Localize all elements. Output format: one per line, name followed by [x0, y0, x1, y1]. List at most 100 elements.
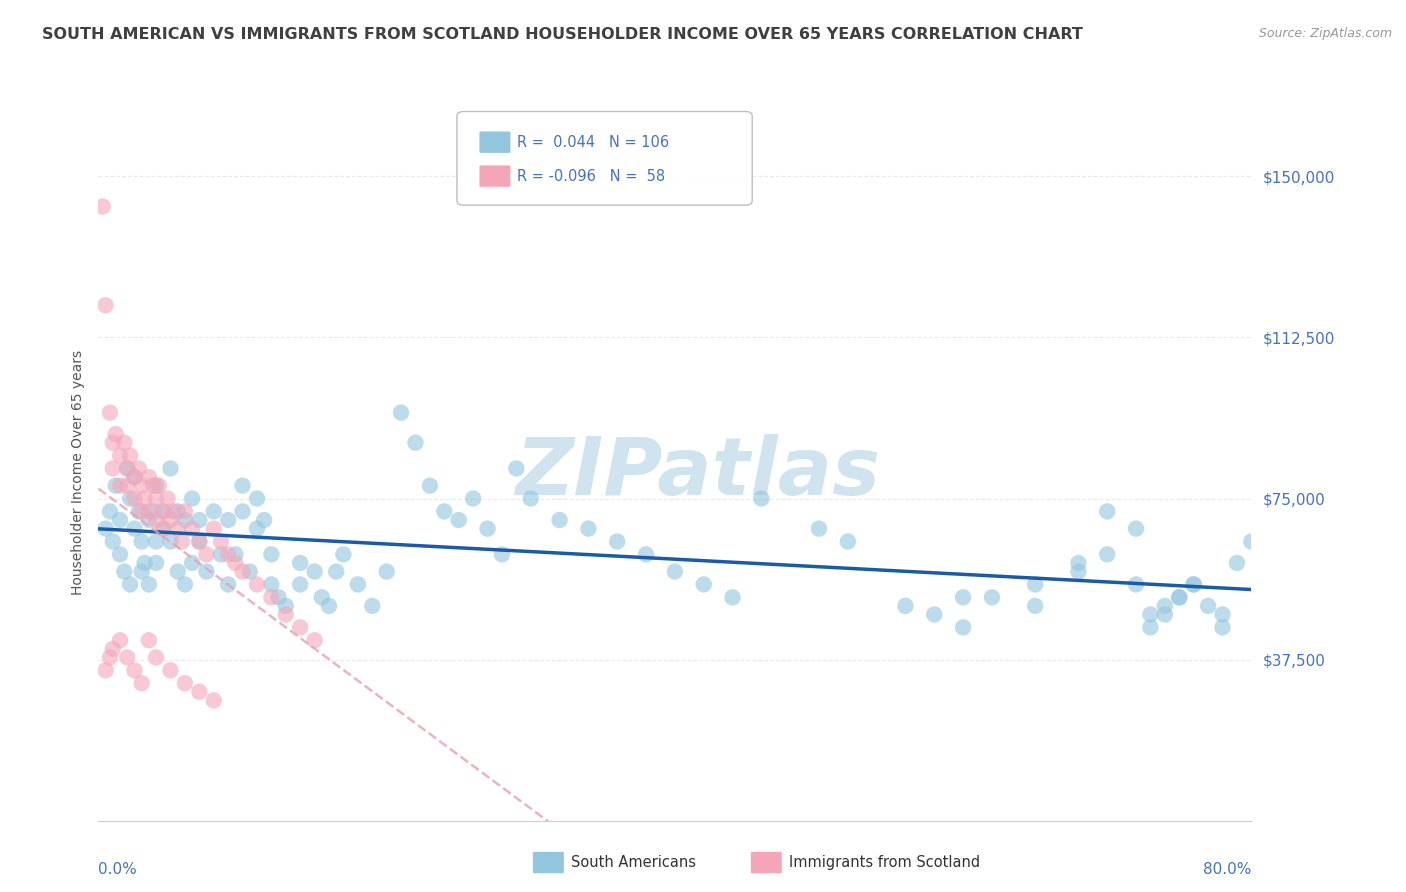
Text: ZIPatlas: ZIPatlas [516, 434, 880, 512]
Point [98, 504, 121, 518]
Point [124, 491, 146, 506]
Point [1240, 534, 1263, 549]
Point [94, 298, 117, 312]
Point [1067, 565, 1090, 579]
Point [195, 565, 218, 579]
Point [174, 676, 197, 690]
Point [231, 565, 254, 579]
Point [94, 663, 117, 677]
Point [101, 534, 124, 549]
Point [124, 522, 146, 536]
Point [128, 461, 150, 475]
Point [246, 577, 269, 591]
Point [159, 663, 181, 677]
Point [1067, 556, 1090, 570]
Point [375, 565, 398, 579]
Point [166, 522, 188, 536]
Point [1168, 591, 1191, 605]
Point [145, 556, 167, 570]
Point [231, 504, 254, 518]
Point [145, 478, 167, 492]
Point [807, 522, 830, 536]
Point [195, 547, 218, 561]
Point [520, 491, 543, 506]
Point [224, 556, 246, 570]
Point [162, 504, 184, 518]
Point [325, 565, 347, 579]
Point [174, 504, 197, 518]
Text: 0.0%: 0.0% [98, 863, 138, 878]
Point [174, 513, 197, 527]
Point [108, 478, 131, 492]
Point [217, 577, 239, 591]
Point [108, 513, 131, 527]
Point [142, 478, 165, 492]
Point [209, 547, 232, 561]
Point [170, 534, 193, 549]
Point [131, 534, 153, 549]
Point [145, 534, 167, 549]
Point [1212, 607, 1234, 622]
Point [253, 513, 276, 527]
Point [98, 406, 121, 420]
Point [981, 591, 1004, 605]
Point [101, 461, 124, 475]
Point [108, 449, 131, 463]
Point [131, 565, 153, 579]
Point [117, 650, 138, 665]
Point [131, 676, 153, 690]
Point [202, 522, 225, 536]
Point [120, 491, 142, 506]
Point [117, 461, 138, 475]
Point [1153, 607, 1175, 622]
Point [108, 633, 131, 648]
Point [894, 599, 917, 613]
Point [1182, 577, 1205, 591]
Point [246, 522, 269, 536]
Point [159, 513, 181, 527]
Point [138, 470, 160, 484]
Point [693, 577, 716, 591]
Point [152, 504, 174, 518]
Point [94, 522, 117, 536]
Point [156, 491, 179, 506]
Point [145, 491, 167, 506]
Point [131, 504, 153, 518]
Point [389, 406, 412, 420]
Point [188, 534, 211, 549]
Point [505, 461, 527, 475]
Point [1212, 620, 1234, 634]
Point [101, 641, 124, 656]
Text: Source: ZipAtlas.com: Source: ZipAtlas.com [1258, 27, 1392, 40]
Point [311, 591, 333, 605]
Point [117, 478, 138, 492]
Point [1024, 599, 1046, 613]
Point [1097, 547, 1119, 561]
Point [1097, 504, 1119, 518]
Point [1182, 577, 1205, 591]
Point [166, 565, 188, 579]
Point [664, 565, 686, 579]
Point [290, 577, 312, 591]
Point [361, 599, 384, 613]
Text: SOUTH AMERICAN VS IMMIGRANTS FROM SCOTLAND HOUSEHOLDER INCOME OVER 65 YEARS CORR: SOUTH AMERICAN VS IMMIGRANTS FROM SCOTLA… [42, 27, 1083, 42]
Text: Immigrants from Scotland: Immigrants from Scotland [789, 855, 980, 870]
Point [181, 522, 204, 536]
Point [578, 522, 600, 536]
Point [217, 547, 239, 561]
Point [332, 547, 354, 561]
Point [112, 435, 135, 450]
Point [1139, 607, 1161, 622]
Point [124, 470, 146, 484]
Point [721, 591, 744, 605]
Point [112, 565, 135, 579]
Text: South Americans: South Americans [571, 855, 696, 870]
Point [188, 513, 211, 527]
Point [104, 427, 127, 442]
Point [461, 491, 484, 506]
Point [124, 470, 146, 484]
Point [224, 547, 246, 561]
Point [152, 522, 174, 536]
Point [922, 607, 945, 622]
Point [145, 513, 167, 527]
